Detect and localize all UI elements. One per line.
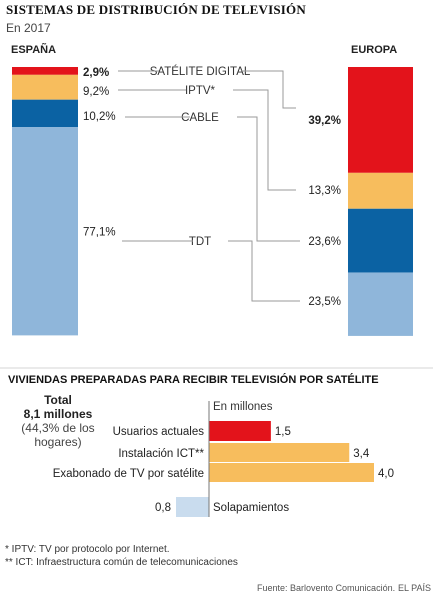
bar-vivienda-3 [176, 497, 209, 517]
connector-right-2 [237, 116, 300, 242]
category-label-vivienda-2: Exabonado de TV por satélite [53, 468, 204, 480]
footnote-2: ** ICT: Infraestructura común de telecom… [5, 557, 238, 568]
chart2-title: VIVIENDAS PREPARADAS PARA RECIBIR TELEVI… [8, 373, 379, 386]
category-label-europa: EUROPA [351, 44, 397, 56]
value-label-europa-1: 13,3% [308, 185, 341, 197]
bar-europa-1 [348, 172, 413, 209]
series-label-1: IPTV* [185, 85, 216, 97]
value-label-vivienda-3: 0,8 [155, 502, 171, 514]
bar-vivienda-1 [209, 443, 350, 462]
value-label-europa-0: 39,2% [308, 115, 341, 127]
series-label-3: TDT [189, 236, 211, 248]
bar-espana-0 [12, 67, 78, 75]
category-label-espana: ESPAÑA [11, 43, 56, 56]
value-label-espana-1: 9,2% [83, 86, 109, 98]
connector-right-3 [228, 240, 300, 302]
category-label-vivienda-1: Instalación ICT** [118, 448, 204, 460]
bar-espana-1 [12, 74, 78, 100]
bar-vivienda-0 [209, 421, 271, 441]
bar-europa-0 [348, 67, 413, 173]
value-label-espana-2: 10,2% [83, 111, 116, 123]
series-label-0: SATÉLITE DIGITAL [150, 65, 251, 78]
total-value: 8,1 millones [24, 407, 93, 421]
bar-espana-2 [12, 99, 78, 128]
total-title: Total [44, 393, 72, 407]
footnote-1: * IPTV: TV por protocolo por Internet. [5, 544, 170, 555]
source-note: Fuente: Barlovento Comunicación. [257, 583, 395, 593]
category-label-vivienda-0: Usuarios actuales [113, 426, 205, 438]
bar-vivienda-2 [209, 463, 374, 482]
value-label-europa-2: 23,6% [308, 236, 341, 248]
chart-subtitle: En 2017 [6, 21, 51, 35]
value-label-vivienda-2: 4,0 [378, 468, 394, 480]
series-label-2: CABLE [181, 112, 219, 124]
chart-title: SISTEMAS DE DISTRIBUCIÓN DE TELEVISIÓN [6, 2, 306, 17]
unit-label: En millones [213, 401, 273, 413]
value-label-europa-3: 23,5% [308, 296, 341, 308]
publisher-label: EL PAÍS [398, 583, 431, 593]
bar-europa-3 [348, 272, 413, 336]
connector-right-1 [233, 89, 296, 191]
category-label-vivienda-3: Solapamientos [213, 502, 289, 514]
total-note-1: (44,3% de los [21, 421, 94, 435]
bar-europa-2 [348, 208, 413, 273]
value-label-vivienda-0: 1,5 [275, 426, 291, 438]
bar-espana-3 [12, 127, 78, 336]
value-label-vivienda-1: 3,4 [353, 448, 370, 460]
value-label-espana-3: 77,1% [83, 226, 116, 238]
total-note-2: hogares) [34, 435, 81, 449]
value-label-espana-0: 2,9% [83, 67, 109, 79]
connector-right-0 [241, 70, 296, 109]
